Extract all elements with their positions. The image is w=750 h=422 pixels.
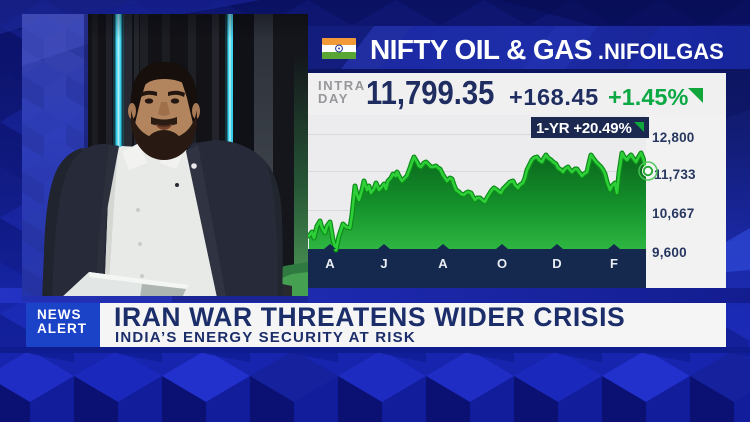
svg-text:O: O	[497, 256, 507, 271]
svg-text:F: F	[610, 256, 618, 271]
svg-text:A: A	[325, 256, 335, 271]
svg-text:A: A	[438, 256, 448, 271]
svg-text:D: D	[552, 256, 561, 271]
svg-text:J: J	[380, 256, 387, 271]
